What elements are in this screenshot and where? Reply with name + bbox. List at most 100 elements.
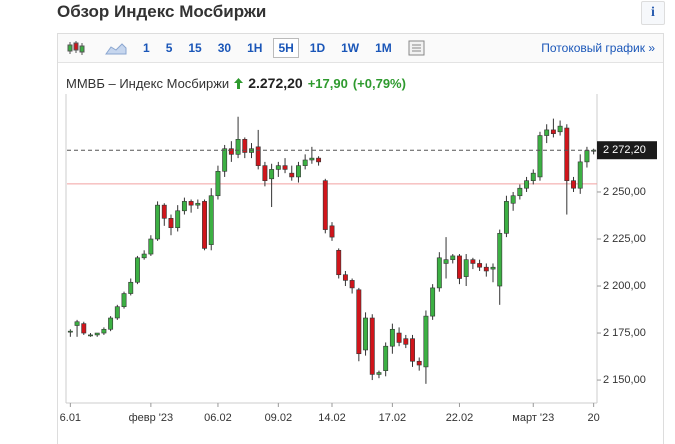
candle-body: [530, 172, 536, 181]
candle-body: [309, 157, 315, 161]
candle-body: [423, 315, 429, 368]
y-tick-label: 2 225,00: [603, 233, 646, 245]
candle-body: [316, 157, 322, 163]
candle-body: [155, 204, 161, 240]
x-tick-label: 14.02: [318, 412, 346, 424]
candle-body: [524, 180, 530, 189]
candle-body: [356, 289, 362, 355]
streaming-link[interactable]: Потоковый график »: [541, 41, 655, 55]
candle-body: [101, 328, 107, 334]
toolbar: 1 5 15 30 1H 5H 1D 1W 1M Потоковый график »: [58, 34, 663, 63]
page-title: Обзор Индекс Мосбиржи: [57, 2, 267, 21]
y-tick-label: 2 150,00: [603, 374, 646, 386]
settings-icon[interactable]: [407, 39, 427, 57]
info-button[interactable]: i: [641, 1, 665, 25]
x-tick-label: март '23: [512, 412, 554, 424]
candle-body: [564, 127, 570, 181]
candle-body: [242, 139, 248, 153]
candle-body: [577, 161, 583, 189]
candle-body: [363, 317, 368, 351]
candle-body: [336, 249, 342, 276]
last-price-box: [597, 141, 657, 160]
period-button[interactable]: 30: [217, 41, 232, 55]
candle-body: [544, 129, 550, 136]
y-tick-label: 2 200,00: [603, 280, 646, 292]
x-tick-label: 09.02: [265, 412, 293, 424]
candle-body: [383, 345, 389, 371]
candle-body: [74, 321, 80, 326]
candle-body: [94, 332, 100, 336]
candle-body: [403, 338, 409, 345]
candle-body: [161, 204, 167, 219]
candle-body: [584, 150, 590, 163]
candle-body: [175, 210, 181, 229]
period-button[interactable]: 5: [165, 41, 173, 55]
chart-type-icons[interactable]: [66, 39, 136, 57]
candle-body: [410, 338, 415, 362]
x-tick-label: февр '23: [129, 412, 174, 424]
period-button[interactable]: 5H: [273, 38, 299, 58]
candle-body: [396, 332, 402, 343]
candle-body: [503, 201, 509, 234]
candle-body: [369, 317, 375, 375]
period-button[interactable]: 1: [143, 41, 150, 55]
candle-body: [108, 317, 114, 330]
candle-body: [134, 257, 140, 283]
candle-body: [121, 293, 127, 308]
last-price-label: 2 272,20: [603, 144, 646, 156]
period-button[interactable]: 1W: [341, 41, 360, 55]
period-button[interactable]: 15: [188, 41, 202, 55]
candle-body: [262, 165, 268, 181]
candle-body: [215, 170, 221, 197]
y-tick-label: 2 175,00: [603, 327, 646, 339]
candle-body: [296, 165, 301, 178]
period-buttons: 1 5 15 30 1H 5H 1D 1W 1M: [138, 38, 403, 58]
x-tick-label: 20: [588, 412, 600, 424]
candle-body: [275, 165, 281, 170]
candle-body: [168, 218, 174, 229]
candle-body: [188, 201, 194, 206]
candle-body: [376, 372, 382, 375]
candle-body: [416, 360, 422, 366]
candle-body: [557, 125, 563, 133]
change-percent: (+0,79%): [352, 75, 406, 91]
x-tick-label: 06.02: [204, 412, 232, 424]
period-button[interactable]: 1H: [247, 41, 263, 55]
chart-widget: [57, 33, 664, 444]
period-button[interactable]: 1M: [375, 41, 392, 55]
candle-body: [228, 148, 234, 155]
candle-body: [202, 201, 207, 249]
candle-body: [269, 169, 275, 180]
candle-body: [342, 274, 348, 281]
candle-body: [67, 330, 73, 333]
price: 2.272,20: [248, 75, 303, 91]
instrument-name: ММВБ – Индекс Мосбиржи: [66, 75, 230, 91]
candle-body: [450, 255, 456, 260]
candle-body: [88, 334, 93, 337]
candle-body: [463, 259, 469, 277]
candle-body: [483, 266, 489, 272]
candle-body: [550, 129, 556, 134]
candle-body: [282, 165, 288, 170]
candle-body: [389, 328, 395, 347]
candle-body: [128, 281, 134, 294]
period-button[interactable]: 1D: [309, 41, 326, 55]
candle-body: [195, 202, 201, 206]
candle-body: [322, 180, 328, 230]
candle-body: [222, 148, 228, 172]
candle-body: [443, 259, 449, 264]
candle-body: [470, 259, 476, 264]
candle-body: [141, 253, 147, 259]
candle-body: [329, 225, 335, 238]
candle-body: [208, 195, 214, 245]
candle-body: [349, 280, 355, 289]
candle-body: [289, 172, 295, 178]
x-tick-label: 22.02: [446, 412, 474, 424]
candle-body: [436, 257, 442, 289]
candle-body: [302, 159, 308, 166]
y-tick-label: 2 250,00: [603, 186, 646, 198]
candle-body: [477, 263, 483, 268]
candle-body: [235, 139, 241, 155]
